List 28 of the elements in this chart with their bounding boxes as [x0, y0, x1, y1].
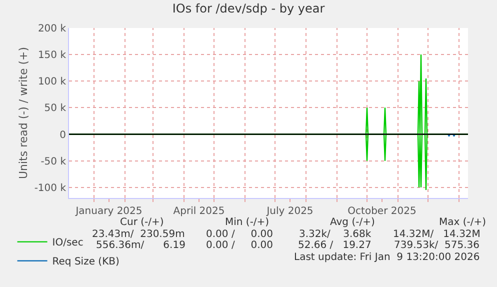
y-tick-label: -100 k [34, 182, 66, 194]
legend-label: IO/sec [52, 238, 84, 249]
y-axis-title: Units read (-) / write (+) [16, 46, 30, 180]
x-tick-label: October 2025 [348, 206, 416, 217]
y-tick-label: 150 k [38, 50, 66, 62]
y-tick-label: 100 k [38, 76, 66, 88]
chart-title: IOs for /dev/sdp - by year [172, 1, 325, 16]
text: Last update: Fri Jan 9 13:20:00 2026 [294, 252, 480, 263]
text: Max (-/+) [439, 217, 486, 228]
text: Cur (-/+) [120, 217, 164, 228]
text: 0.00 / 0.00 [206, 229, 273, 240]
text: 556.36m/ 6.19 [96, 240, 186, 251]
text: 739.53k/ 575.36 [394, 240, 480, 251]
text: Min (-/+) [225, 217, 270, 228]
y-tick-label: 200 k [38, 24, 66, 34]
text: 23.43m/ 230.59m [92, 229, 185, 240]
text: 0.00 / 0.00 [206, 240, 273, 251]
text: 14.32M/ 14.32M [393, 229, 480, 240]
text: 52.66 / 19.27 [298, 240, 372, 251]
text: 3.32k/ 3.68k [299, 229, 372, 240]
y-tick-label: -50 k [40, 156, 66, 168]
x-tick-label: January 2025 [74, 206, 142, 217]
x-tick-label: April 2025 [173, 206, 225, 217]
legend-label: Req Size (KB) [52, 256, 120, 268]
y-tick-label: 0 [60, 130, 66, 141]
x-tick-label: July 2025 [266, 206, 314, 217]
y-tick-label: 50 k [44, 103, 66, 114]
text: Avg (-/+) [330, 217, 375, 228]
